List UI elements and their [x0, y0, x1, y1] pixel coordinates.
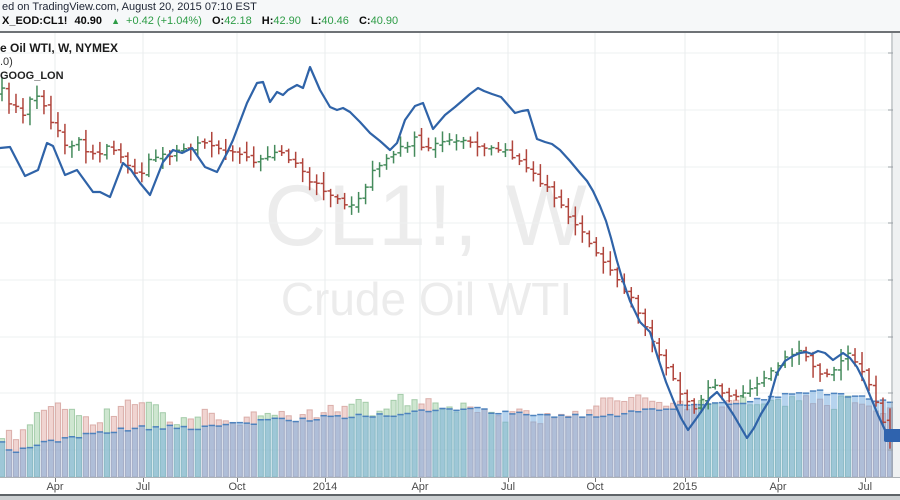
series-title[interactable]: e Oil WTI, W, NYMEX: [0, 41, 119, 55]
low-label: L:: [310, 15, 322, 27]
x-axis-label: Apr: [411, 481, 429, 493]
chart-area[interactable]: CL1!, W Crude Oil WTI e Oil WTI, W, NYME…: [0, 33, 900, 477]
x-axis-label: Apr: [769, 481, 787, 493]
time-axis-tick: [237, 478, 238, 482]
up-triangle-icon: ▲: [111, 16, 120, 26]
x-axis-label: Jul: [135, 481, 151, 493]
time-axis-tick: [325, 478, 326, 482]
compare-series-label[interactable]: GOOG_LON: [0, 70, 64, 82]
x-axis-label: Apr: [46, 481, 64, 493]
time-axis-tick: [143, 478, 144, 482]
time-axis[interactable]: Apr Jul Oct 2014 Apr Jul Oct 2015 Apr Jul: [0, 477, 900, 494]
time-axis-tick: [420, 478, 421, 482]
x-axis-label: Jul: [857, 481, 873, 493]
x-axis-label: Oct: [586, 481, 604, 493]
time-axis-tick: [508, 478, 509, 482]
axis-border: [0, 494, 900, 496]
time-axis-tick: [865, 478, 866, 482]
last-price: 40.90: [74, 15, 102, 27]
price-change: +0.42 (+1.04%): [126, 15, 202, 27]
series-value: .0): [0, 56, 13, 68]
publish-info: ed on TradingView.com, August 20, 2015 0…: [2, 1, 257, 13]
time-axis-tick: [55, 478, 56, 482]
time-axis-tick: [685, 478, 686, 482]
time-axis-tick: [778, 478, 779, 482]
low-value: 40.46: [321, 15, 349, 27]
open-label: O:: [211, 15, 225, 27]
price-plot[interactable]: [0, 33, 893, 477]
ticker-line: X_EOD:CL1! 40.90 ▲ +0.42 (+1.04%) O:42.1…: [2, 15, 398, 27]
x-axis-label: Jul: [500, 481, 516, 493]
close-label: C:: [358, 15, 371, 27]
ticker-symbol: X_EOD:CL1!: [2, 15, 68, 27]
x-axis-label: 2014: [312, 481, 338, 493]
compare-price-label: [884, 429, 900, 442]
high-label: H:: [261, 15, 274, 27]
bottom-strip: [0, 496, 900, 500]
legend: e Oil WTI, W, NYMEX .0) GOOG_LON: [0, 41, 118, 83]
time-axis-tick: [595, 478, 596, 482]
open-value: 42.18: [224, 15, 252, 27]
close-value: 40.90: [370, 15, 399, 27]
high-value: 42.90: [273, 15, 301, 27]
right-price-gutter[interactable]: [893, 33, 900, 477]
header: ed on TradingView.com, August 20, 2015 0…: [0, 0, 900, 33]
x-axis-label: 2015: [672, 481, 698, 493]
x-axis-label: Oct: [228, 481, 246, 493]
